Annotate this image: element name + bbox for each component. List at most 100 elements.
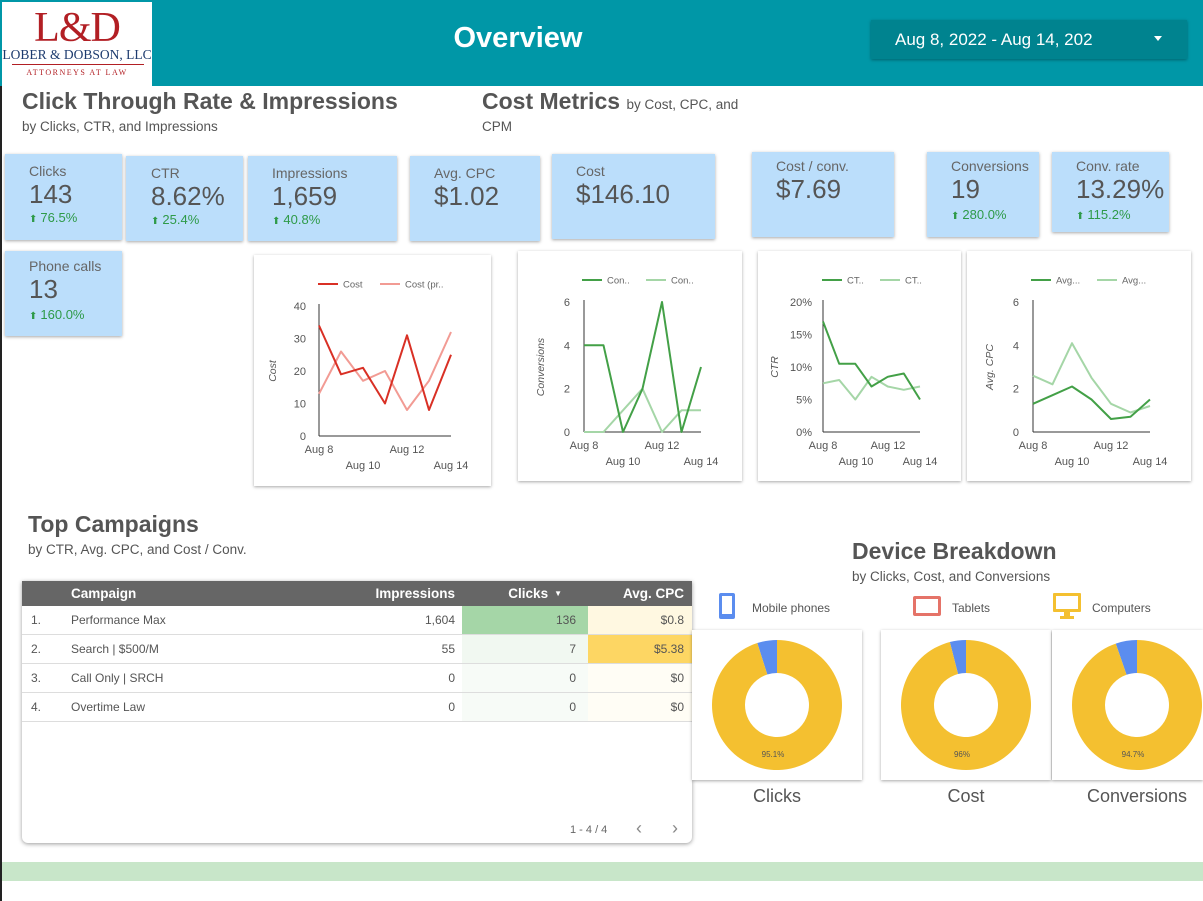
table-row[interactable]: 4. Overtime Law 0 0 $0 [22,693,692,722]
column-header-avg-cpc[interactable]: Avg. CPC [622,586,684,601]
donut-slice-label: 95.1% [762,750,785,759]
cost-section-subtitle: by Cost, CPC, and [626,97,739,112]
kpi-clicks: Clicks 143 ⬆ 76.5% [5,154,122,240]
y-axis-label: Avg. CPC [984,344,996,391]
kpi-value: $1.02 [434,181,500,211]
arrow-up-icon: ⬆ [1076,211,1085,222]
kpi-change-value: 25.4% [162,212,200,227]
row-campaign-name: Search | $500/M [71,642,159,656]
legend-label: CT.. [847,276,864,287]
column-header-clicks[interactable]: Clicks ▼ [508,586,562,601]
chevron-right-icon[interactable]: › [672,818,678,838]
x-tick-label: Aug 14 [1133,456,1168,468]
kpi-value: 8.62% [151,181,225,211]
chevron-left-icon[interactable]: ‹ [636,818,642,838]
x-tick-label: Aug 8 [570,440,599,452]
kpi-change: ⬆ 25.4% [151,212,199,227]
row-rank: 4. [31,700,42,714]
kpi-value: $146.10 [576,179,670,209]
row-avg-cpc: $5.38 [588,635,692,663]
kpi-change-value: 160.0% [40,307,85,322]
cost-donut-title: Cost [947,786,985,806]
clicks-donut-title: Clicks [753,786,801,806]
logo-divider [12,64,144,65]
y-tick-label: 20% [790,297,812,309]
y-tick-label: 0 [1013,427,1019,439]
arrow-up-icon: ⬆ [272,216,281,227]
row-impressions: 1,604 [424,613,455,627]
row-avg-cpc: $0 [588,664,692,692]
ctr-line-chart-svg: CT.. CT.. 0% 5% 10% 15% 20% CTR Aug 8 Aug 12 Aug 1… [769,276,937,469]
kpi-ctr: CTR 8.62% ⬆ 25.4% [126,156,243,241]
kpi-change-value: 76.5% [40,210,78,225]
row-clicks: 7 [462,635,588,663]
x-tick-label: Aug 8 [1019,440,1048,452]
y-tick-label: 15% [790,330,812,342]
table-row[interactable]: 1. Performance Max 1,604 136 $0.8 [22,606,692,635]
table-row[interactable]: 2. Search | $500/M 55 7 $5.38 [22,635,692,664]
ctr-section-subtitle: by Clicks, CTR, and Impressions [22,119,218,134]
kpi-label: CTR [151,165,180,181]
footer-bar [2,862,1203,881]
donut-slice-computers [901,640,1031,770]
date-range-text: Aug 8, 2022 - Aug 14, 202 [895,30,1093,49]
series-line [318,325,452,411]
legend-tablets: Tablets [952,601,991,615]
row-campaign-name: Call Only | SRCH [71,671,164,685]
firm-logo: L&D LOBER & DOBSON, LLC ATTORNEYS AT LAW [2,2,152,86]
cost-section-subtitle-line2: CPM [482,119,512,134]
kpi-value: 1,659 [272,181,338,211]
y-tick-label: 4 [1013,340,1019,352]
cost-section-title-text: Cost Metrics [482,88,621,114]
kpi-change: ⬆ 280.0% [951,207,1006,222]
cost-donut-chart: 96% [901,640,1031,770]
kpi-label: Phone calls [29,258,102,274]
series-line [822,375,921,401]
column-header-impressions[interactable]: Impressions [375,586,455,601]
table-row[interactable]: 3. Call Only | SRCH 0 0 $0 [22,664,692,693]
row-campaign-name: Performance Max [71,613,166,627]
tablet-icon [913,596,941,616]
y-tick-label: 0 [300,431,306,443]
kpi-label: Cost / conv. [776,158,849,174]
arrow-up-icon: ⬆ [151,216,160,227]
kpi-cost: Cost $146.10 [552,154,715,239]
date-range-picker[interactable]: Aug 8, 2022 - Aug 14, 202 [871,20,1187,59]
avg-cpc-line-chart-svg: Avg... Avg... 0 2 4 6 Avg. CPC Aug 8 Aug 12 Aug 1… [984,276,1168,469]
x-tick-label: Aug 10 [839,456,874,468]
row-avg-cpc: $0.8 [588,606,692,634]
pagination-status: 1 - 4 / 4 [570,824,608,836]
conversions-line-chart-svg: Con.. Con.. 0 2 4 6 Conversions Aug 8 Aug 12 Aug … [535,276,718,469]
arrow-up-icon: ⬆ [29,311,38,322]
chevron-down-icon[interactable] [1154,36,1162,41]
row-clicks: 136 [462,606,588,634]
kpi-value: 13 [29,274,58,304]
x-tick-label: Aug 12 [871,440,906,452]
column-header-campaign[interactable]: Campaign [71,586,137,601]
x-tick-label: Aug 12 [1094,440,1129,452]
row-avg-cpc: $0 [588,693,692,721]
x-tick-label: Aug 8 [809,440,838,452]
kpi-change-value: 280.0% [962,207,1007,222]
row-impressions: 0 [448,671,455,685]
x-tick-label: Aug 12 [645,440,680,452]
y-tick-label: 30 [294,334,306,346]
kpi-value: 143 [29,179,73,209]
page-title: Overview [453,22,583,54]
campaigns-section-subtitle: by CTR, Avg. CPC, and Cost / Conv. [28,542,247,557]
y-tick-label: 4 [564,340,570,352]
x-tick-label: Aug 14 [434,460,469,472]
y-tick-label: 2 [564,384,570,396]
avg-cpc-line-chart: Avg... Avg... 0 2 4 6 Avg. CPC Aug 8 Aug 12 Aug 1… [967,251,1191,481]
y-tick-label: 2 [1013,384,1019,396]
x-tick-label: Aug 8 [305,444,334,456]
legend-label: Cost [343,280,363,291]
donut-slice-label: 96% [954,750,970,759]
kpi-phone-calls: Phone calls 13 ⬆ 160.0% [5,251,122,336]
legend-label: CT.. [905,276,922,287]
x-tick-label: Aug 10 [606,456,641,468]
legend-label: Cost (pr.. [405,280,444,291]
header-bar: L&D LOBER & DOBSON, LLC ATTORNEYS AT LAW… [0,0,1203,86]
logo-firm-name: LOBER & DOBSON, LLC [2,47,152,62]
